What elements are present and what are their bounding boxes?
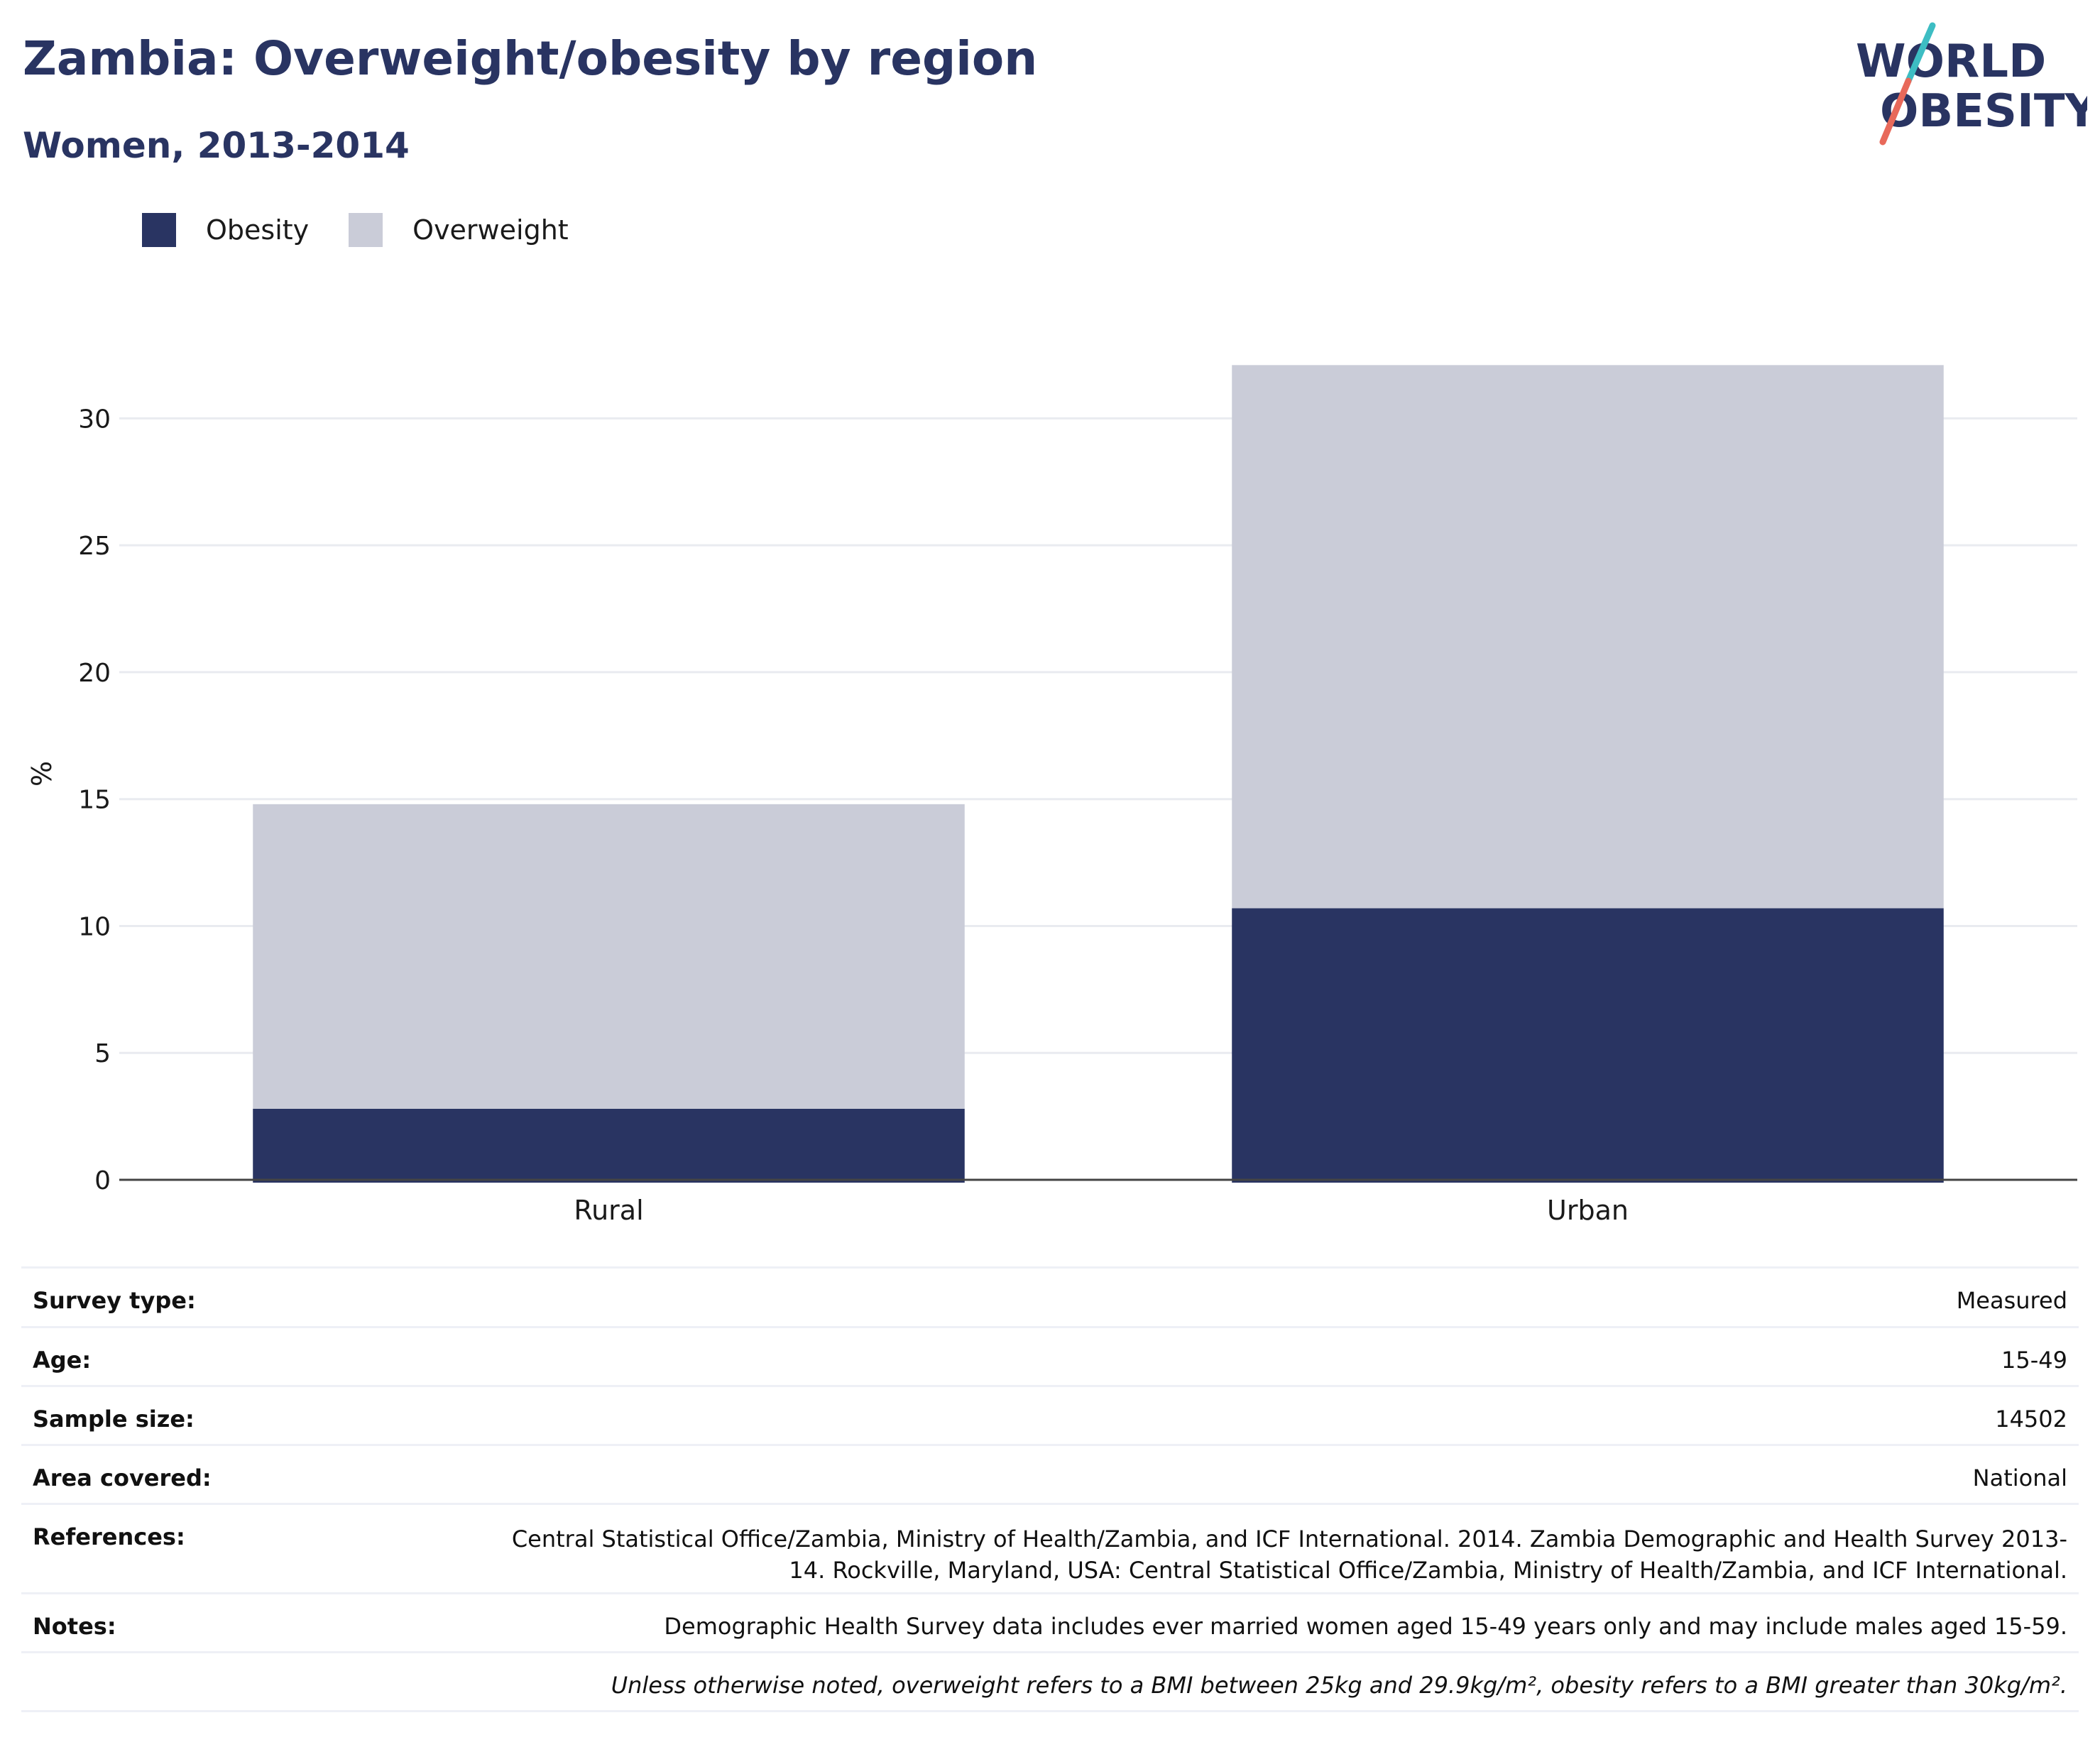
bar-chart: 0 5 10 15 20 25 30% Rural Urban	[26, 365, 2077, 1226]
y-tick-label: 25	[78, 532, 111, 561]
references-label: References:	[33, 1523, 185, 1550]
legend-label-obesity: Obesity	[206, 214, 310, 246]
references-value: Central Statistical Office/Zambia, Minis…	[511, 1526, 2067, 1584]
svg-text:WORLD: WORLD	[1856, 35, 2046, 88]
y-tick-label: 0	[94, 1166, 111, 1195]
age-value: 15-49	[2001, 1347, 2067, 1374]
y-tick-label: 30	[78, 405, 111, 434]
footnote: Unless otherwise noted, overweight refer…	[611, 1672, 2067, 1699]
info-row-notes: Notes: Demographic Health Survey data in…	[21, 1592, 2079, 1651]
survey-type-label: Survey type:	[33, 1287, 196, 1314]
info-row-age: Age: 15-49	[21, 1326, 2079, 1385]
chart-title: Zambia: Overweight/obesity by region	[23, 31, 1038, 86]
bar-overweight-rural	[253, 804, 965, 1109]
notes-label: Notes:	[33, 1613, 116, 1640]
y-tick-label: 20	[78, 659, 111, 688]
y-axis-label: %	[26, 761, 58, 787]
info-row-references: References: Central Statistical Office/Z…	[21, 1503, 2079, 1592]
x-tick-label: Urban	[1547, 1195, 1629, 1226]
age-label: Age:	[33, 1347, 92, 1374]
chart-subtitle: Women, 2013-2014	[23, 125, 410, 166]
y-tick-label: 15	[78, 786, 111, 815]
legend-label-overweight: Overweight	[412, 214, 569, 246]
y-tick-label: 10	[78, 912, 111, 941]
info-row-survey-type: Survey type: Measured	[21, 1266, 2079, 1326]
world-obesity-logo: WORLD OBESITY	[1856, 22, 2087, 146]
survey-type-value: Measured	[1956, 1287, 2067, 1314]
info-row-sample-size: Sample size: 14502	[21, 1385, 2079, 1444]
bar-obesity-urban	[1232, 908, 1944, 1183]
area-label: Area covered:	[33, 1464, 212, 1491]
y-tick-label: 5	[94, 1039, 111, 1068]
chart-legend: Obesity Overweight	[142, 210, 608, 250]
bar-overweight-urban	[1232, 365, 1944, 909]
legend-item-obesity[interactable]: Obesity	[142, 213, 309, 247]
sample-size-value: 14502	[1995, 1406, 2067, 1433]
x-tick-label: Rural	[574, 1195, 643, 1226]
legend-swatch-obesity	[142, 213, 176, 247]
survey-info-table: Survey type: Measured Age: 15-49 Sample …	[21, 1266, 2079, 1712]
legend-item-overweight[interactable]: Overweight	[349, 213, 569, 247]
info-row-area: Area covered: National	[21, 1444, 2079, 1503]
sample-size-label: Sample size:	[33, 1406, 195, 1433]
bar-obesity-rural	[253, 1108, 965, 1183]
legend-swatch-overweight	[349, 213, 383, 247]
svg-text:OBESITY: OBESITY	[1880, 85, 2087, 138]
area-value: National	[1972, 1464, 2067, 1491]
info-row-footnote: Unless otherwise noted, overweight refer…	[21, 1651, 2079, 1712]
notes-value: Demographic Health Survey data includes …	[664, 1613, 2067, 1640]
